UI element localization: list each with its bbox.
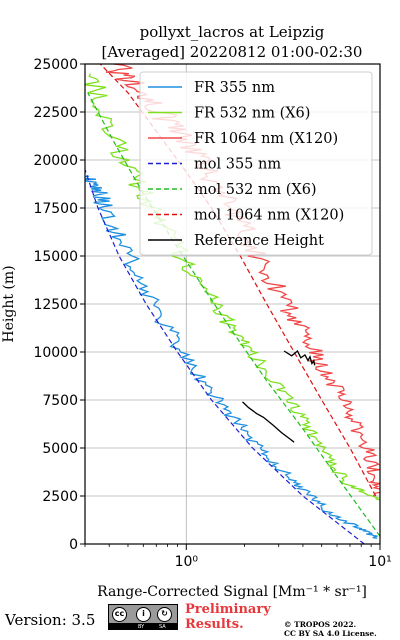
y-tick-label: 25000 <box>33 57 78 73</box>
y-tick-label: 5000 <box>42 441 78 457</box>
y-tick-label: 20000 <box>33 153 78 169</box>
copyright-line1: © TROPOS 2022. <box>284 620 357 629</box>
series-line-7 <box>242 401 295 443</box>
cc-badge-bar <box>109 623 177 629</box>
version-label: Version: 3.5 <box>5 611 96 629</box>
series-line-3 <box>85 169 365 544</box>
y-tick-label: 2500 <box>42 489 78 505</box>
legend-label: mol 355 nm <box>194 157 281 173</box>
legend-label: Reference Height <box>194 233 324 249</box>
legend-label: FR 355 nm <box>194 80 275 96</box>
chart-title-line1: pollyxt_lacros at Leipzig <box>140 23 325 41</box>
series-line-4 <box>87 92 380 537</box>
y-tick-label: 7500 <box>42 393 78 409</box>
preliminary-notice: Preliminary Results. <box>185 602 271 632</box>
cc-sa-label: SA <box>159 624 166 630</box>
legend-label: mol 532 nm (X6) <box>194 182 317 198</box>
legend-label: FR 1064 nm (X120) <box>194 131 338 147</box>
x-tick-label: 10¹ <box>368 554 391 570</box>
series-line-6 <box>283 349 316 366</box>
series-line-1 <box>85 73 380 501</box>
legend-label: mol 1064 nm (X120) <box>194 208 344 224</box>
sa-icon: ↻ <box>157 607 172 622</box>
legend: FR 355 nm FR 532 nm (X6) FR 1064 nm (X120)… <box>139 71 373 256</box>
copyright-notice: © TROPOS 2022. CC BY SA 4.0 License. <box>284 620 377 638</box>
cc-by-label: BY <box>138 624 145 630</box>
preliminary-line2: Results. <box>185 617 244 632</box>
y-tick-label: 15000 <box>33 249 78 265</box>
copyright-line2: CC BY SA 4.0 License. <box>284 629 377 638</box>
y-tick-label: 0 <box>69 537 78 553</box>
y-tick-label: 22500 <box>33 105 78 121</box>
legend-label: FR 532 nm (X6) <box>194 106 310 122</box>
legend-box <box>139 71 373 256</box>
preliminary-line1: Preliminary <box>185 602 271 617</box>
y-tick-label: 17500 <box>33 201 78 217</box>
cc-license-badge[interactable]: cc i ↻ BY SA <box>108 604 178 630</box>
chart-title-line2: [Averaged] 20220812 01:00-02:30 <box>102 43 363 61</box>
y-axis-label: Height (m) <box>1 265 17 342</box>
by-icon: i <box>136 607 151 622</box>
cc-icon: cc <box>112 607 127 622</box>
chart: pollyxt_lacros at Leipzig [Averaged] 202… <box>1 23 392 600</box>
y-tick-label: 10000 <box>33 345 78 361</box>
axes: 0 2500 5000 7500 10000 12500 15000 17500 20000 22… <box>33 57 391 570</box>
series-line-0 <box>85 175 378 539</box>
y-tick-label: 12500 <box>33 297 78 313</box>
x-axis-label: Range-Corrected Signal [Mm⁻¹ * sr⁻¹] <box>97 584 367 600</box>
x-tick-label: 10⁰ <box>175 554 199 570</box>
